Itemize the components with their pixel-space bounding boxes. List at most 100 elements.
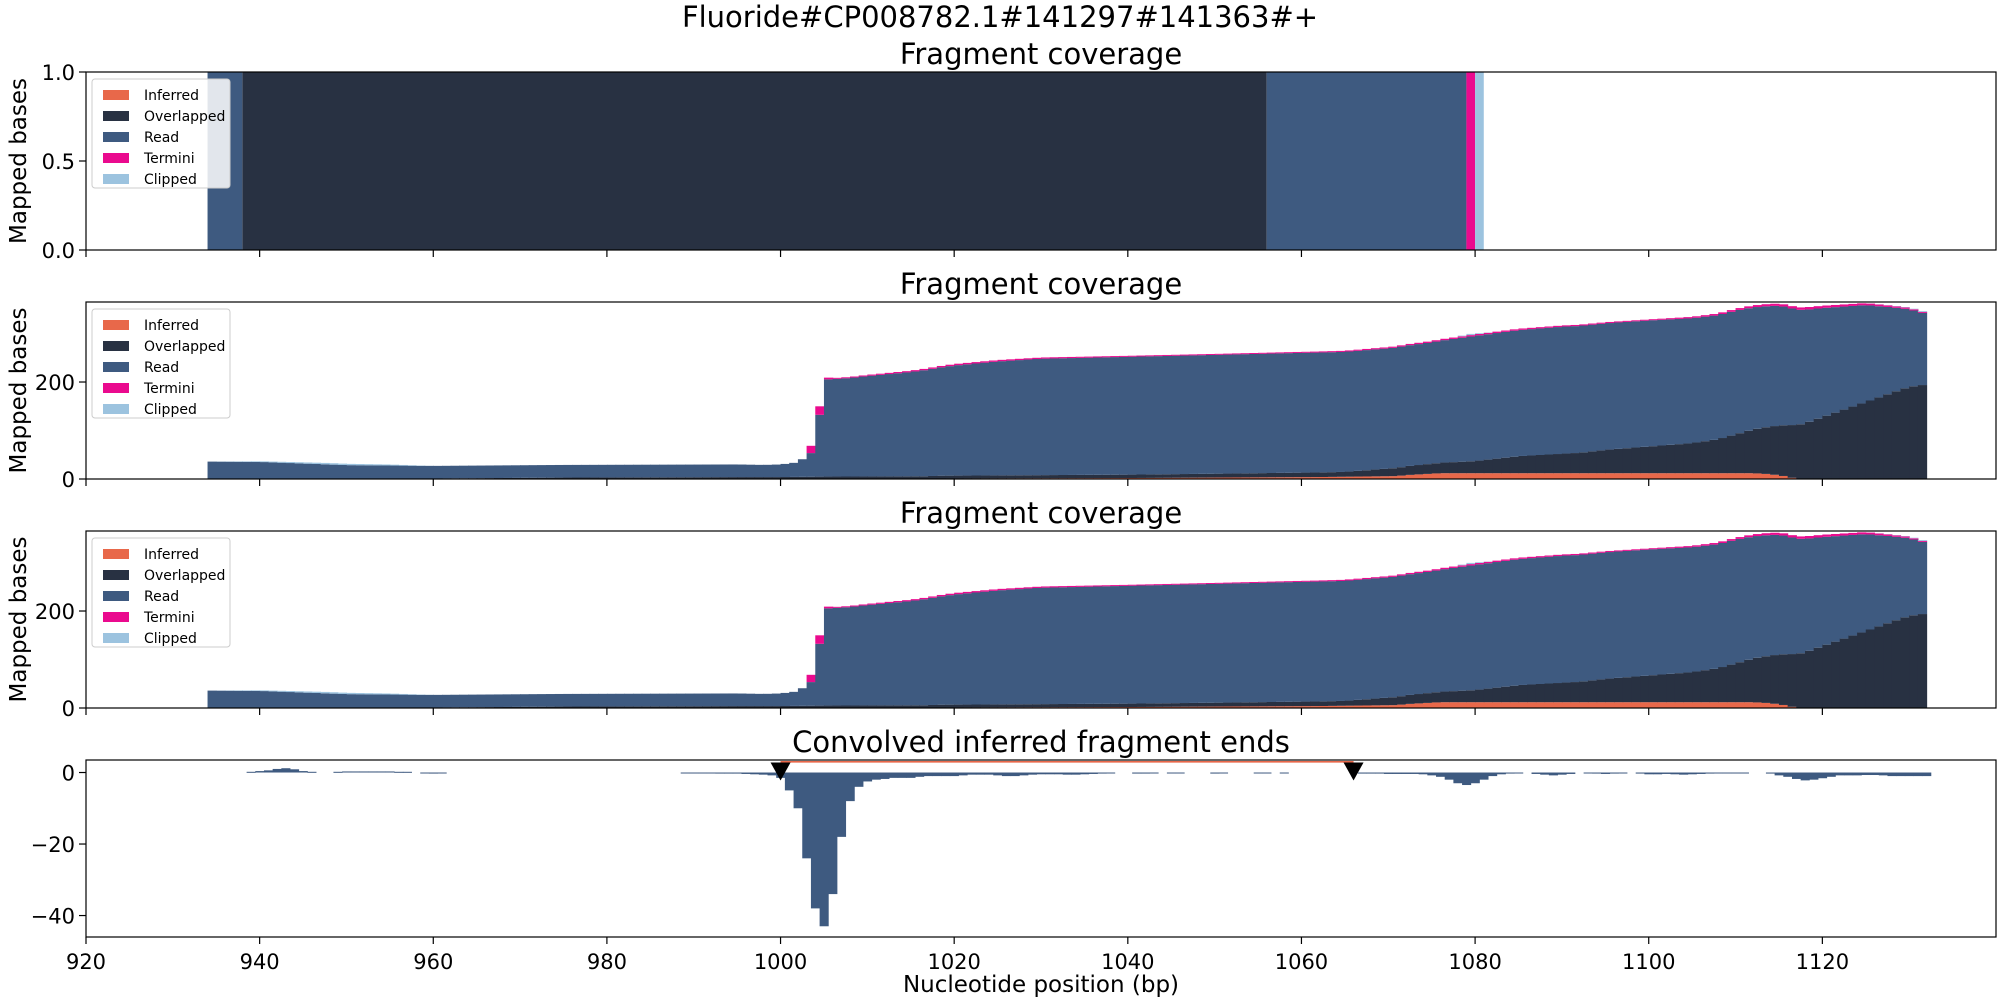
coverage-overlapped-bar [1839, 409, 1850, 479]
coverage-read-bar [841, 378, 851, 477]
coverage-clipped-bar [337, 463, 348, 465]
coverage-inferred-bar [1327, 476, 1337, 479]
coverage-termini-bar [1657, 547, 1667, 549]
coverage-termini-bar [1275, 581, 1285, 583]
coverage-read-bar [1631, 321, 1641, 448]
convolved-end-bar [871, 772, 881, 780]
coverage-inferred-bar [1631, 473, 1641, 479]
convolved-end-bar [1887, 772, 1897, 777]
coverage-read-bar [1014, 360, 1025, 476]
coverage-inferred-bar [1292, 477, 1303, 479]
coverage-read-bar [1553, 556, 1563, 684]
coverage-read-bar [1041, 587, 1051, 705]
coverage-overlapped-bar [1492, 458, 1502, 474]
coverage-overlapped-bar [1188, 473, 1198, 478]
coverage-inferred-bar [1561, 473, 1572, 479]
coverage-termini-bar [1145, 355, 1155, 357]
coverage-overlapped-bar [1579, 681, 1589, 703]
coverage-read-bar [537, 465, 547, 478]
coverage-read-bar [337, 693, 348, 708]
coverage-read-bar [580, 693, 591, 707]
coverage-read-bar [1032, 588, 1042, 705]
y-axis-label: Mapped bases [6, 536, 32, 702]
convolved-end-bar [1453, 772, 1463, 784]
coverage-read-bar [893, 602, 903, 706]
coverage-termini-bar [910, 599, 921, 601]
coverage-termini-bar [1205, 583, 1216, 584]
coverage-read-bar [355, 694, 365, 708]
coverage-read-bar [606, 693, 617, 707]
coverage-inferred-bar [1318, 477, 1329, 479]
coverage-read-bar [389, 465, 400, 479]
coverage-overlapped-bar [1344, 700, 1355, 706]
convolved-end-bar [1635, 772, 1645, 774]
convolved-end-bar [1705, 772, 1715, 774]
coverage-read-bar [589, 464, 599, 478]
coverage-read-bar [459, 465, 469, 479]
coverage-termini-bar [1492, 331, 1502, 334]
coverage-read-bar [1822, 536, 1832, 645]
coverage-inferred-bar [1718, 473, 1728, 479]
coverage-read-bar [1796, 538, 1806, 654]
coverage-read-bar [1188, 584, 1198, 703]
coverage-overlapped-bar [928, 704, 938, 708]
coverage-read-bar [1127, 356, 1138, 475]
convolved-end-bar [1088, 772, 1098, 774]
coverage-read-bar [1596, 323, 1606, 451]
coverage-read-bar [494, 465, 504, 479]
coverage-termini-bar [1822, 305, 1832, 308]
coverage-overlapped-bar [1423, 464, 1433, 474]
coverage-read-bar [1509, 559, 1520, 686]
coverage-read-bar [294, 692, 304, 708]
coverage-overlapped-bar [1726, 435, 1737, 474]
coverage-overlapped-bar [832, 476, 842, 479]
coverage-clipped-bar [1475, 333, 1485, 334]
coverage-overlapped-bar [1171, 703, 1181, 707]
coverage-read-bar [876, 603, 886, 706]
coverage-overlapped-bar [1501, 686, 1511, 703]
convolved-end-bar [272, 768, 282, 773]
coverage-clipped-bar [389, 464, 400, 466]
coverage-overlapped-bar [537, 477, 547, 479]
coverage-read-bar [355, 465, 365, 479]
coverage-overlapped-bar [685, 477, 695, 479]
coverage-overlapped-bar [1778, 425, 1789, 476]
coverage-read-bar [1240, 354, 1250, 474]
coverage-read-bar [1596, 552, 1606, 680]
coverage-overlapped-bar [1509, 456, 1520, 474]
coverage-inferred-bar [1770, 474, 1780, 479]
coverage-overlapped-bar [589, 477, 599, 479]
coverage-termini-bar [1527, 556, 1537, 559]
coverage-read-bar [589, 693, 599, 707]
coverage-termini-bar [1605, 550, 1615, 553]
coverage-read-bar [537, 694, 547, 707]
coverage-clipped-segment [1475, 72, 1484, 250]
coverage-termini-bar [1466, 564, 1476, 566]
coverage-read-bar [945, 595, 955, 705]
coverage-read-bar [1379, 577, 1389, 698]
coverage-termini-bar [1900, 536, 1910, 538]
coverage-read-bar [1353, 579, 1363, 700]
coverage-overlapped-bar [719, 706, 730, 708]
coverage-overlapped-bar [771, 477, 782, 479]
coverage-read-bar [1770, 534, 1780, 656]
coverage-termini-bar [1726, 310, 1737, 312]
coverage-inferred-bar [1475, 473, 1485, 479]
coverage-read-bar [928, 368, 938, 476]
coverage-read-bar [719, 464, 730, 478]
coverage-read-bar [1631, 550, 1641, 677]
coverage-overlapped-bar [954, 475, 964, 479]
coverage-overlapped-bar [1475, 460, 1485, 474]
coverage-read-bar [381, 465, 391, 479]
coverage-read-bar [780, 463, 790, 478]
coverage-termini-bar [1449, 566, 1459, 568]
coverage-read-bar [1075, 357, 1086, 475]
coverage-overlapped-bar [659, 706, 669, 708]
y-axis-label: Mapped bases [6, 78, 32, 244]
coverage-termini-bar [1900, 307, 1910, 309]
coverage-overlapped-bar [1023, 704, 1033, 708]
convolved-end-bar [1479, 772, 1489, 780]
coverage-read-bar [1258, 582, 1268, 703]
coverage-read-bar [1778, 535, 1789, 655]
coverage-overlapped-bar [1457, 690, 1468, 703]
